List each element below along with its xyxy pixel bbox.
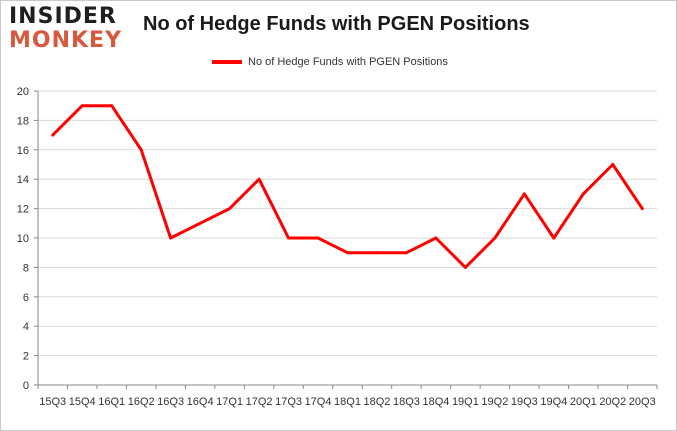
x-tick-label: 18Q1 bbox=[334, 396, 361, 408]
y-tick-label: 18 bbox=[17, 115, 29, 127]
x-tick-label: 17Q3 bbox=[275, 396, 302, 408]
data-point bbox=[552, 236, 556, 240]
x-tick-label: 17Q4 bbox=[305, 396, 332, 408]
y-tick-label: 2 bbox=[23, 351, 29, 363]
x-tick-label: 17Q2 bbox=[246, 396, 273, 408]
x-tick-label: 19Q3 bbox=[511, 396, 538, 408]
y-tick-label: 4 bbox=[23, 321, 29, 333]
data-point bbox=[228, 207, 232, 211]
data-point bbox=[611, 163, 615, 166]
data-point bbox=[198, 221, 202, 225]
data-point bbox=[640, 207, 644, 211]
x-tick-label: 16Q4 bbox=[187, 396, 214, 408]
data-point bbox=[522, 192, 526, 196]
x-tick-label: 19Q2 bbox=[481, 396, 508, 408]
x-tick-label: 15Q3 bbox=[39, 396, 66, 408]
x-tick-label: 20Q1 bbox=[570, 396, 597, 408]
y-tick-label: 12 bbox=[17, 204, 29, 216]
x-tick-label: 18Q3 bbox=[393, 396, 420, 408]
x-tick-label: 17Q1 bbox=[216, 396, 243, 408]
data-point bbox=[80, 104, 84, 108]
legend-swatch bbox=[212, 60, 242, 64]
x-tick-label: 15Q4 bbox=[69, 396, 96, 408]
x-tick-label: 19Q1 bbox=[452, 396, 479, 408]
data-point bbox=[404, 251, 408, 255]
logo-line2: MONKEY bbox=[9, 28, 123, 53]
y-tick-label: 6 bbox=[23, 292, 29, 304]
x-tick-label: 19Q4 bbox=[540, 396, 567, 408]
y-tick-label: 10 bbox=[17, 233, 29, 245]
data-point bbox=[287, 236, 291, 240]
y-tick-label: 0 bbox=[23, 380, 29, 392]
chart-legend: No of Hedge Funds with PGEN Positions bbox=[212, 54, 448, 70]
chart-title: No of Hedge Funds with PGEN Positions bbox=[143, 13, 530, 35]
legend-label: No of Hedge Funds with PGEN Positions bbox=[248, 56, 448, 68]
data-point bbox=[493, 236, 497, 240]
logo-line1: INSIDER bbox=[9, 4, 117, 29]
data-point bbox=[434, 236, 438, 240]
y-tick-label: 16 bbox=[17, 145, 29, 157]
x-tick-label: 16Q2 bbox=[128, 396, 155, 408]
y-tick-label: 8 bbox=[23, 262, 29, 274]
data-point bbox=[51, 133, 55, 137]
series-line bbox=[51, 104, 644, 269]
y-tick-label: 20 bbox=[17, 86, 29, 98]
data-point bbox=[581, 192, 585, 196]
x-tick-label: 18Q2 bbox=[364, 396, 391, 408]
x-tick-label: 18Q4 bbox=[422, 396, 449, 408]
data-point bbox=[169, 236, 173, 240]
data-point bbox=[346, 251, 349, 255]
x-tick-label: 16Q1 bbox=[98, 396, 125, 408]
data-point bbox=[316, 236, 320, 240]
x-tick-label: 20Q3 bbox=[629, 396, 656, 408]
insider-monkey-logo: INSIDER MONKEY bbox=[9, 4, 127, 54]
data-point bbox=[139, 148, 143, 152]
data-point bbox=[110, 104, 114, 108]
data-point bbox=[257, 177, 261, 181]
x-tick-label: 16Q3 bbox=[157, 396, 184, 408]
data-point bbox=[375, 251, 379, 255]
y-tick-label: 14 bbox=[17, 174, 29, 186]
data-point bbox=[463, 265, 467, 269]
x-tick-label: 20Q2 bbox=[599, 396, 626, 408]
